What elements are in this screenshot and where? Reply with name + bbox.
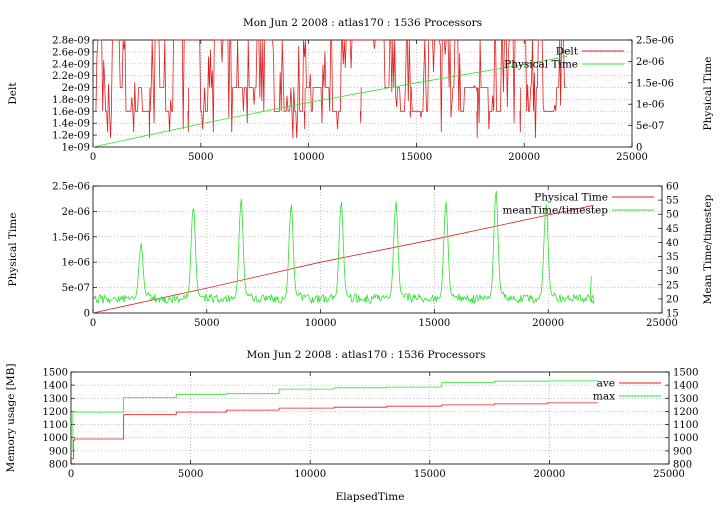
legend-label: max [593,391,615,403]
y-right-tick-label: 50 [666,210,679,221]
y-left-tick-label: 1500 [43,368,68,379]
y-right-tick-label: 20 [666,294,679,305]
x-tick-label: 5000 [178,469,203,480]
y-right-tick-label: 45 [666,224,679,235]
y-left-tick-label: 1.2e-09 [52,131,90,142]
x-tick-label: 10000 [294,469,326,480]
y-right-tick-label: 1500 [673,368,698,379]
y-left-axis-label: Memory usage [MB] [5,364,17,473]
plot-frame [92,185,663,314]
y-right-tick-label: 900 [673,446,692,457]
y-left-tick-label: 1400 [43,381,68,392]
y-left-tick-label: 900 [49,446,68,457]
y-right-tick-label: 25 [666,280,679,291]
y-right-axis-label: Physical Time [702,57,714,131]
y-left-tick-label: 5e-07 [62,283,90,294]
x-tick-label: 20000 [532,318,564,329]
y-left-tick-label: 2.6e-09 [52,47,90,58]
y-right-tick-label: 35 [666,252,679,263]
y-left-tick-label: 1000 [43,433,68,444]
chart-panel-3 [70,371,670,465]
y-right-tick-label: 2e-06 [636,57,664,68]
y-left-tick-label: 2.4e-09 [52,59,90,70]
chart-title: Mon Jun 2 2008 : atlas170 : 1536 Process… [246,349,485,361]
legend-label: Physical Time [504,59,578,71]
plot-frame [92,39,633,148]
y-right-tick-label: 15 [666,309,679,320]
y-left-tick-label: 1300 [43,394,68,405]
y-left-tick-label: 2.5e-06 [52,182,90,193]
series-line-meantime-timestep [92,190,595,305]
legend-label: ave [597,378,615,390]
y-right-tick-label: 30 [666,266,679,277]
series-line-physical-time [92,204,594,314]
y-right-tick-label: 800 [673,460,692,471]
series-line-ave [71,402,598,460]
y-left-tick-label: 1.5e-06 [52,232,90,243]
y-right-tick-label: 1.5e-06 [636,78,674,89]
chart-title: Mon Jun 2 2008 : atlas170 : 1536 Process… [243,17,482,29]
x-tick-label: 20000 [533,469,565,480]
x-tick-label: 5000 [188,152,213,163]
y-left-tick-label: 1100 [43,420,68,431]
y-right-tick-label: 1100 [673,420,698,431]
y-right-tick-label: 1000 [673,433,698,444]
x-tick-label: 20000 [508,152,540,163]
x-tick-label: 15000 [414,469,446,480]
y-left-axis-label: Physical Time [7,213,19,287]
y-right-tick-label: 1300 [673,394,698,405]
y-left-tick-label: 2e-09 [62,83,90,94]
x-tick-label: 5000 [194,318,219,329]
x-tick-label: 25000 [653,469,685,480]
legend-label: Delt [556,46,579,58]
y-right-tick-label: 5e-07 [636,121,664,132]
y-left-tick-label: 1.8e-09 [52,95,90,106]
series-line-delt [93,39,567,139]
y-right-tick-label: 0 [636,143,642,154]
plot-frame [70,371,670,465]
y-left-tick-label: 0 [84,309,90,320]
y-right-tick-label: 40 [666,238,679,249]
x-tick-label: 0 [68,469,74,480]
y-right-tick-label: 1200 [673,407,698,418]
y-left-tick-label: 1e-09 [62,143,90,154]
x-tick-label: 15000 [400,152,432,163]
y-right-tick-label: 2.5e-06 [636,36,674,47]
y-right-axis-label: Mean Time/timestep [702,194,714,304]
x-tick-label: 10000 [293,152,325,163]
y-left-tick-label: 800 [49,460,68,471]
y-left-tick-label: 2.8e-09 [52,36,90,47]
y-left-tick-label: 1200 [43,407,68,418]
series-line-max [71,380,598,452]
series-line-physical-time [92,55,568,148]
y-left-tick-label: 1.6e-09 [52,107,90,118]
x-tick-label: 15000 [418,318,450,329]
legend-label: meanTime/timestep [502,205,608,217]
y-left-tick-label: 1.4e-09 [52,119,90,130]
y-left-tick-label: 1e-06 [62,258,90,269]
x-axis-label: ElapsedTime [336,491,405,503]
x-tick-label: 25000 [646,318,678,329]
x-tick-label: 0 [90,152,96,163]
y-right-tick-label: 1400 [673,381,698,392]
y-left-axis-label: Delt [7,82,19,105]
y-left-tick-label: 2e-06 [62,207,90,218]
legend-label: Physical Time [534,192,608,204]
x-tick-label: 25000 [616,152,648,163]
x-tick-label: 0 [90,318,96,329]
y-right-tick-label: 60 [666,182,679,193]
chart-panel-2 [92,185,663,314]
y-right-tick-label: 1e-06 [636,100,664,111]
x-tick-label: 10000 [305,318,337,329]
y-right-tick-label: 55 [666,196,679,207]
y-left-tick-label: 2.2e-09 [52,71,90,82]
chart-panel-1 [92,39,633,148]
